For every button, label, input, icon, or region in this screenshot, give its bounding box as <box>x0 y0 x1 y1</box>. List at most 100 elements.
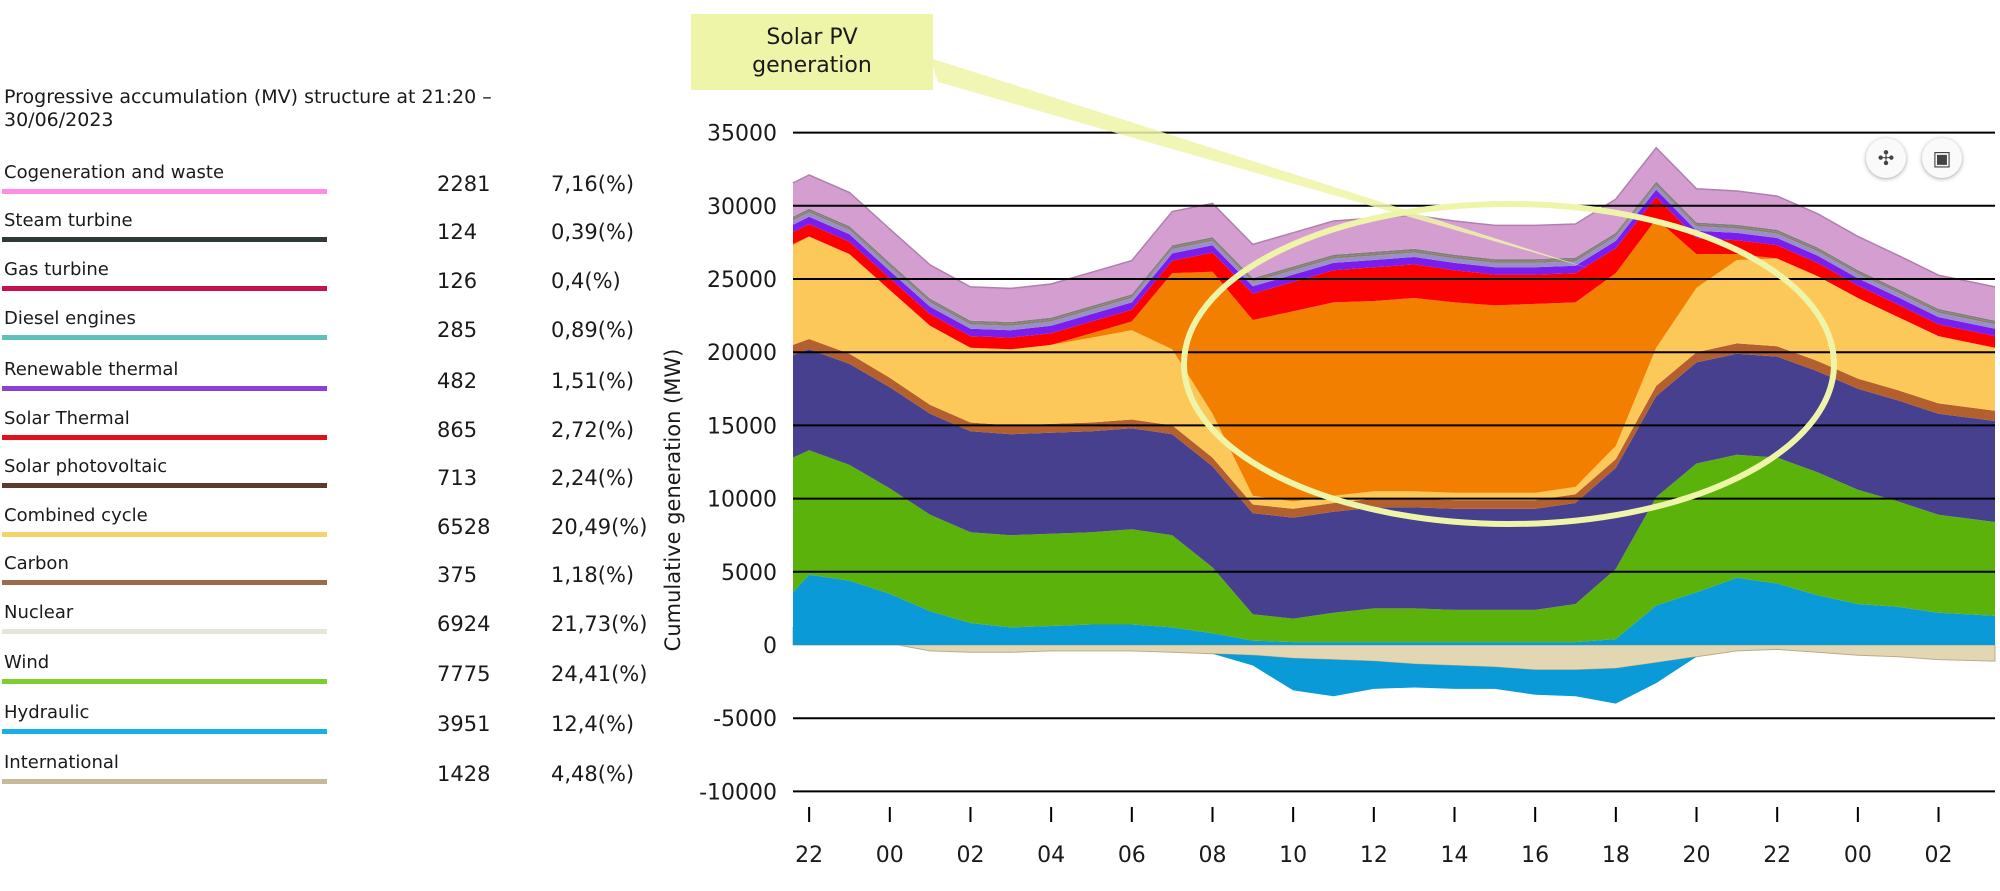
legend-item-swatch <box>2 386 327 391</box>
legend-item-value: 713 <box>437 466 478 490</box>
callout-pointer <box>930 58 1588 268</box>
legend-item-swatch <box>2 629 327 634</box>
legend-item-value: 124 <box>437 220 478 244</box>
y-tick-label: -10000 <box>699 780 777 805</box>
chart-areas <box>792 146 1996 704</box>
legend-item-swatch <box>2 779 327 784</box>
area-renewable-thermal <box>793 189 1995 338</box>
legend-item-value: 2281 <box>437 172 491 196</box>
x-axis: 22 00 02 04 06 08 10 12 14 16 18 20 22 00 02 <box>795 807 1953 868</box>
legend-item-value: 7775 <box>437 662 491 686</box>
y-tick-label: 10000 <box>707 488 777 513</box>
legend-item-name: Gas turbine <box>4 259 109 280</box>
wind-turbine-icon[interactable]: ✣ <box>1866 138 1906 178</box>
legend-item-name: Cogeneration and waste <box>4 162 225 183</box>
x-tick-label: 02 <box>956 843 984 868</box>
x-tick-label: 10 <box>1279 843 1307 868</box>
x-tick-label: 16 <box>1521 843 1549 868</box>
legend-item-percent: 4,48(%) <box>551 762 635 786</box>
legend-item-percent: 7,16(%) <box>551 172 635 196</box>
legend-item-swatch <box>2 532 327 537</box>
legend-item-percent: 1,18(%) <box>551 563 635 587</box>
area-solar-photovoltaic <box>793 219 1995 502</box>
area-diesel-engines <box>793 185 1995 331</box>
legend-item[interactable]: Wind 7775 24,41(%) <box>0 652 680 700</box>
y-tick-label: 35000 <box>707 122 777 147</box>
legend-item[interactable]: Renewable thermal 482 1,51(%) <box>0 359 680 407</box>
area-nuclear <box>793 349 1995 619</box>
legend-item[interactable]: Gas turbine 126 0,4(%) <box>0 259 680 307</box>
legend-item-name: Carbon <box>4 553 69 574</box>
legend-item-name: Diesel engines <box>4 308 136 329</box>
legend-item[interactable]: Cogeneration and waste 2281 7,16(%) <box>0 162 680 210</box>
legend-item[interactable]: Solar Thermal 865 2,72(%) <box>0 408 680 456</box>
x-tick-label: 22 <box>1763 843 1791 868</box>
legend-item[interactable]: Solar photovoltaic 713 2,24(%) <box>0 456 680 504</box>
legend-item-percent: 12,4(%) <box>551 712 635 736</box>
legend-item-name: Steam turbine <box>4 210 133 231</box>
y-tick-label: 25000 <box>707 268 777 293</box>
area-hydraulic-pumping <box>793 627 1995 704</box>
legend-item-value: 3951 <box>437 712 491 736</box>
legend-item-name: Hydraulic <box>4 702 90 723</box>
legend-item-percent: 2,24(%) <box>551 466 635 490</box>
legend-item[interactable]: Carbon 375 1,18(%) <box>0 553 680 601</box>
legend-item[interactable]: Combined cycle 6528 20,49(%) <box>0 505 680 553</box>
x-tick-label: 12 <box>1360 843 1388 868</box>
legend-item-percent: 0,4(%) <box>551 269 621 293</box>
legend-item-percent: 24,41(%) <box>551 662 648 686</box>
legend-item[interactable]: Hydraulic 3951 12,4(%) <box>0 702 680 750</box>
y-tick-label: 15000 <box>707 414 777 439</box>
legend-item-swatch <box>2 729 327 734</box>
legend-item-swatch <box>2 483 327 488</box>
legend-item-value: 865 <box>437 418 478 442</box>
legend-item[interactable]: Steam turbine 124 0,39(%) <box>0 210 680 258</box>
y-axis-label: Cumulative generation (MW) <box>661 349 685 652</box>
y-tick-label: 5000 <box>721 561 777 586</box>
x-tick-label: 08 <box>1198 843 1226 868</box>
legend-item-value: 126 <box>437 269 478 293</box>
solar-pv-highlight <box>930 58 1837 527</box>
area-hydraulic <box>793 574 1995 645</box>
legend-item[interactable]: International 1428 4,48(%) <box>0 752 680 800</box>
x-tick-label: 00 <box>1844 843 1872 868</box>
legend-item-name: Nuclear <box>4 602 74 623</box>
x-tick-label: 06 <box>1118 843 1146 868</box>
legend-item-swatch <box>2 286 327 291</box>
legend-item-percent: 2,72(%) <box>551 418 635 442</box>
legend-item-swatch <box>2 189 327 194</box>
area-solar-thermal <box>793 197 1995 350</box>
legend-item-name: Solar photovoltaic <box>4 456 168 477</box>
area-combined-cycle <box>793 236 1995 509</box>
factory-icon[interactable]: ▣ <box>1922 138 1962 178</box>
solar-pv-callout: Solar PV generation <box>691 14 933 90</box>
legend-item-percent: 0,39(%) <box>551 220 635 244</box>
legend-item-value: 6924 <box>437 612 491 636</box>
solar-pv-ellipse <box>1181 201 1837 527</box>
y-axis: 35000 30000 25000 20000 15000 10000 5000 0 -5000… <box>699 122 777 806</box>
x-tick-label: 04 <box>1037 843 1065 868</box>
y-tick-label: 30000 <box>707 195 777 220</box>
legend-item-name: International <box>4 752 119 773</box>
legend-item-swatch <box>2 435 327 440</box>
legend-item-swatch <box>2 580 327 585</box>
legend-item-value: 285 <box>437 318 478 342</box>
area-carbon <box>793 339 1995 518</box>
legend-item-value: 1428 <box>437 762 491 786</box>
legend-item[interactable]: Diesel engines 285 0,89(%) <box>0 308 680 356</box>
legend-item-name: Wind <box>4 652 50 673</box>
y-tick-label: -5000 <box>713 707 777 732</box>
callout-line-2: generation <box>752 53 872 78</box>
x-tick-label: 02 <box>1925 843 1953 868</box>
legend-item-percent: 1,51(%) <box>551 369 635 393</box>
y-tick-label: 20000 <box>707 341 777 366</box>
legend-item[interactable]: Nuclear 6924 21,73(%) <box>0 602 680 650</box>
legend-item-value: 375 <box>437 563 478 587</box>
x-tick-label: 14 <box>1441 843 1469 868</box>
x-tick-label: 22 <box>795 843 823 868</box>
legend-item-percent: 20,49(%) <box>551 515 648 539</box>
chart-gridlines <box>793 131 1995 793</box>
legend-title: Progressive accumulation (MV) structure … <box>4 86 492 131</box>
legend-item-name: Combined cycle <box>4 505 148 526</box>
